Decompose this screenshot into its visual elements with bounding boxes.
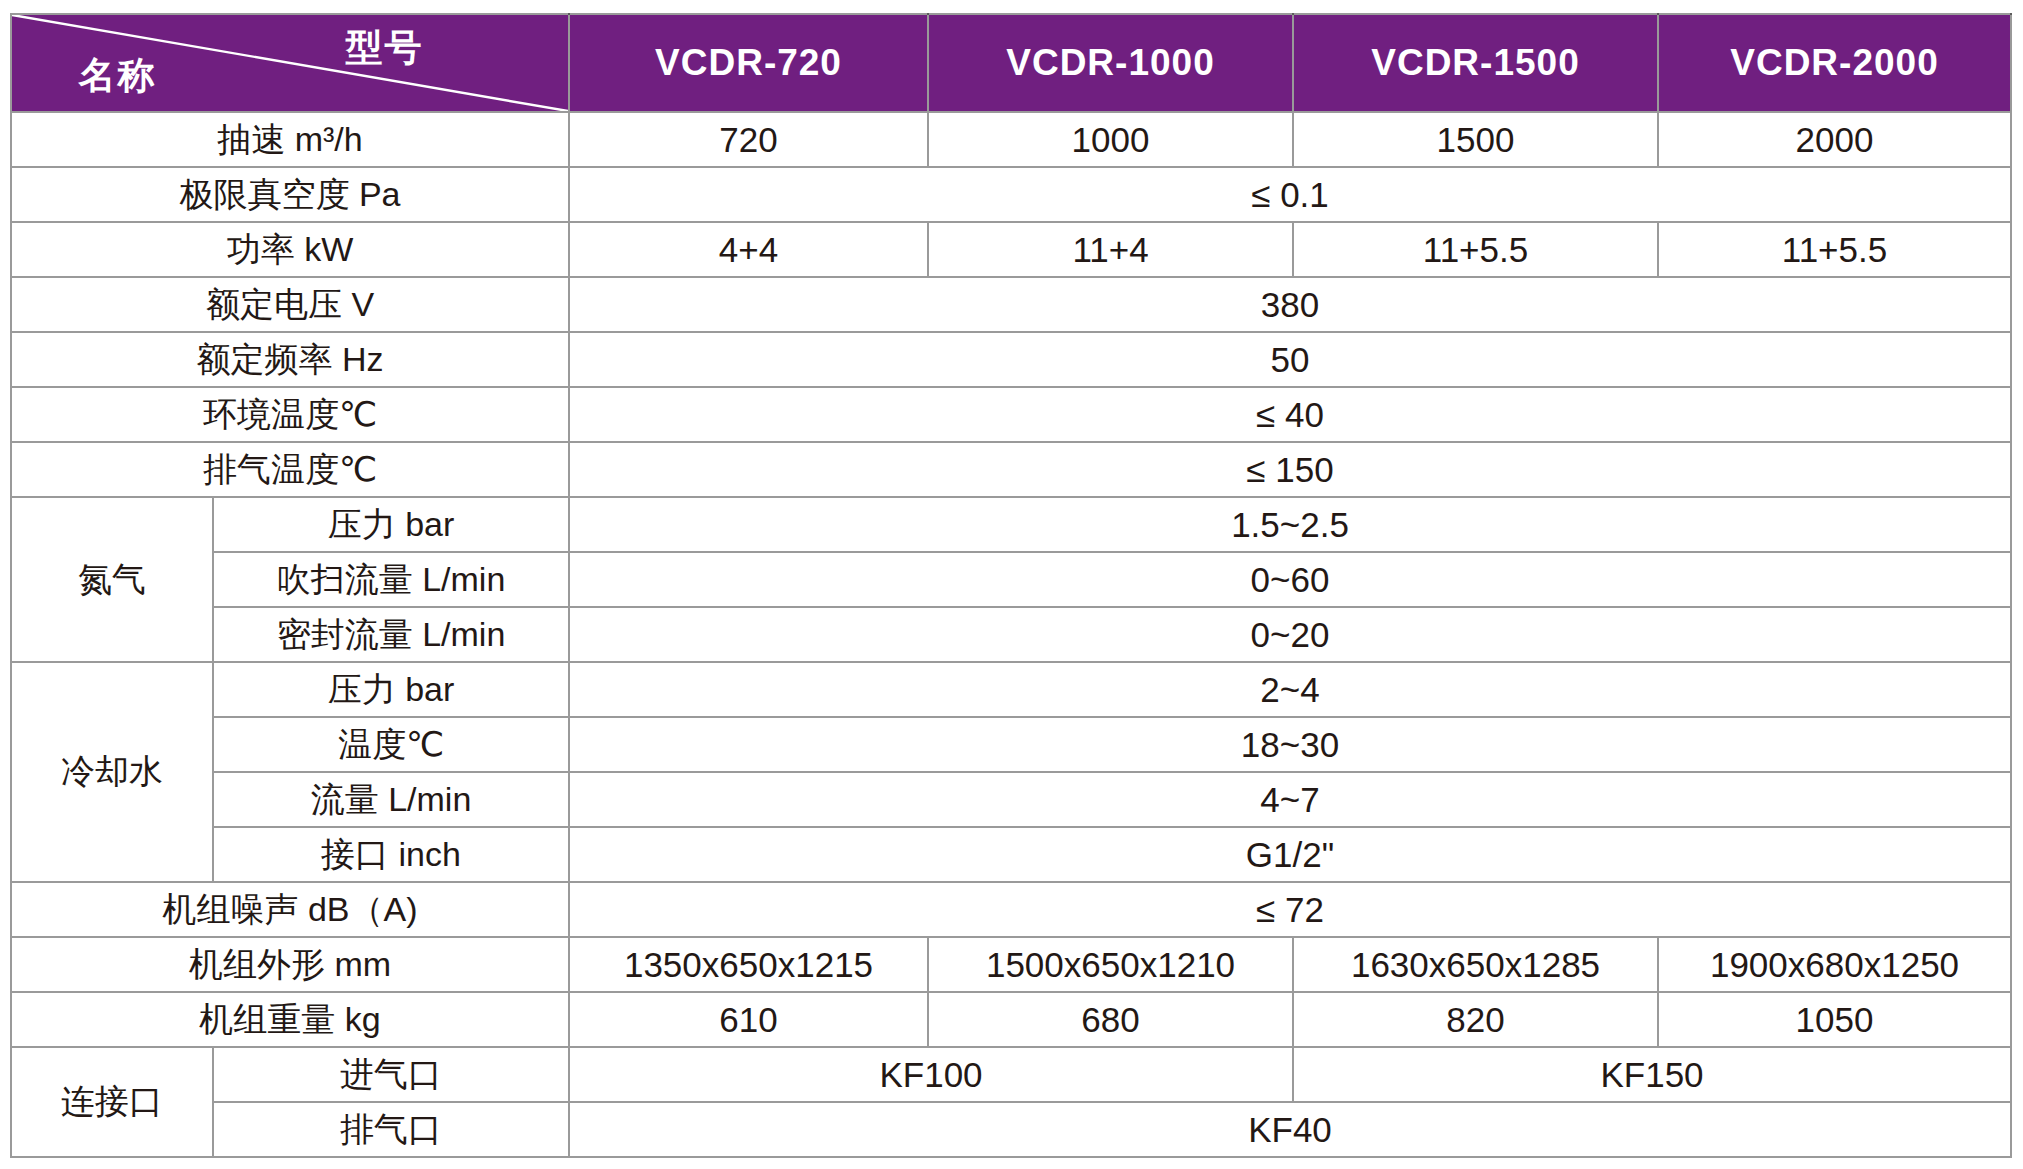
value-cell: 4~7 bbox=[569, 772, 2011, 827]
value-cell: 1000 bbox=[928, 112, 1293, 167]
row-label-cell: 温度℃ bbox=[213, 717, 569, 772]
row-label-cell: 排气口 bbox=[213, 1102, 569, 1157]
table-row: 额定频率 Hz50 bbox=[11, 332, 2011, 387]
group-label-cell: 连接口 bbox=[11, 1047, 213, 1157]
row-label-cell: 吹扫流量 L/min bbox=[213, 552, 569, 607]
column-header-model-2: VCDR-1000 bbox=[928, 14, 1293, 112]
value-cell: 1350x650x1215 bbox=[569, 937, 928, 992]
group-label-cell: 冷却水 bbox=[11, 662, 213, 882]
spec-table-body: 抽速 m³/h720100015002000极限真空度 Pa≤ 0.1功率 kW… bbox=[11, 112, 2011, 1157]
row-label-cell: 压力 bar bbox=[213, 662, 569, 717]
table-row: 冷却水压力 bar2~4 bbox=[11, 662, 2011, 717]
row-label-cell: 接口 inch bbox=[213, 827, 569, 882]
value-cell: 18~30 bbox=[569, 717, 2011, 772]
table-row: 流量 L/min4~7 bbox=[11, 772, 2011, 827]
table-row: 排气口KF40 bbox=[11, 1102, 2011, 1157]
row-label-cell: 流量 L/min bbox=[213, 772, 569, 827]
value-cell: KF40 bbox=[569, 1102, 2011, 1157]
value-cell: 50 bbox=[569, 332, 2011, 387]
table-row: 连接口进气口KF100KF150 bbox=[11, 1047, 2011, 1102]
row-label-cell: 机组外形 mm bbox=[11, 937, 569, 992]
row-label-cell: 额定频率 Hz bbox=[11, 332, 569, 387]
value-cell: 720 bbox=[569, 112, 928, 167]
value-cell: 610 bbox=[569, 992, 928, 1047]
spec-table: 型号 名称 VCDR-720 VCDR-1000 VCDR-1500 VCDR-… bbox=[10, 13, 2012, 1158]
row-label-cell: 机组重量 kg bbox=[11, 992, 569, 1047]
value-cell: 1050 bbox=[1658, 992, 2011, 1047]
column-header-model-1: VCDR-720 bbox=[569, 14, 928, 112]
table-row: 功率 kW4+411+411+5.511+5.5 bbox=[11, 222, 2011, 277]
corner-header-cell: 型号 名称 bbox=[11, 14, 569, 112]
row-label-cell: 环境温度℃ bbox=[11, 387, 569, 442]
value-cell: KF150 bbox=[1293, 1047, 2011, 1102]
row-label-cell: 机组噪声 dB（A) bbox=[11, 882, 569, 937]
value-cell: 1900x680x1250 bbox=[1658, 937, 2011, 992]
row-label-cell: 极限真空度 Pa bbox=[11, 167, 569, 222]
value-cell: 4+4 bbox=[569, 222, 928, 277]
row-label-cell: 功率 kW bbox=[11, 222, 569, 277]
value-cell: ≤ 72 bbox=[569, 882, 2011, 937]
value-cell: 820 bbox=[1293, 992, 1658, 1047]
table-row: 机组重量 kg6106808201050 bbox=[11, 992, 2011, 1047]
row-label-cell: 密封流量 L/min bbox=[213, 607, 569, 662]
value-cell: 11+5.5 bbox=[1658, 222, 2011, 277]
value-cell: G1/2" bbox=[569, 827, 2011, 882]
value-cell: 380 bbox=[569, 277, 2011, 332]
table-row: 环境温度℃≤ 40 bbox=[11, 387, 2011, 442]
value-cell: 11+4 bbox=[928, 222, 1293, 277]
value-cell: 2000 bbox=[1658, 112, 2011, 167]
table-row: 温度℃18~30 bbox=[11, 717, 2011, 772]
row-label-cell: 排气温度℃ bbox=[11, 442, 569, 497]
corner-label-model: 型号 bbox=[346, 23, 424, 73]
corner-label-name: 名称 bbox=[79, 51, 157, 101]
value-cell: 1500x650x1210 bbox=[928, 937, 1293, 992]
row-label-cell: 抽速 m³/h bbox=[11, 112, 569, 167]
table-row: 额定电压 V380 bbox=[11, 277, 2011, 332]
row-label-cell: 额定电压 V bbox=[11, 277, 569, 332]
table-row: 接口 inchG1/2" bbox=[11, 827, 2011, 882]
value-cell: ≤ 40 bbox=[569, 387, 2011, 442]
value-cell: 1630x650x1285 bbox=[1293, 937, 1658, 992]
value-cell: 1.5~2.5 bbox=[569, 497, 2011, 552]
value-cell: 0~20 bbox=[569, 607, 2011, 662]
table-row: 极限真空度 Pa≤ 0.1 bbox=[11, 167, 2011, 222]
table-row: 抽速 m³/h720100015002000 bbox=[11, 112, 2011, 167]
column-header-model-4: VCDR-2000 bbox=[1658, 14, 2011, 112]
table-row: 机组噪声 dB（A)≤ 72 bbox=[11, 882, 2011, 937]
value-cell: 0~60 bbox=[569, 552, 2011, 607]
table-row: 密封流量 L/min0~20 bbox=[11, 607, 2011, 662]
table-row: 机组外形 mm1350x650x12151500x650x12101630x65… bbox=[11, 937, 2011, 992]
table-row: 吹扫流量 L/min0~60 bbox=[11, 552, 2011, 607]
value-cell: 2~4 bbox=[569, 662, 2011, 717]
column-header-model-3: VCDR-1500 bbox=[1293, 14, 1658, 112]
row-label-cell: 压力 bar bbox=[213, 497, 569, 552]
value-cell: ≤ 150 bbox=[569, 442, 2011, 497]
value-cell: KF100 bbox=[569, 1047, 1293, 1102]
value-cell: ≤ 0.1 bbox=[569, 167, 2011, 222]
table-row: 排气温度℃≤ 150 bbox=[11, 442, 2011, 497]
value-cell: 1500 bbox=[1293, 112, 1658, 167]
row-label-cell: 进气口 bbox=[213, 1047, 569, 1102]
value-cell: 11+5.5 bbox=[1293, 222, 1658, 277]
group-label-cell: 氮气 bbox=[11, 497, 213, 662]
header-row: 型号 名称 VCDR-720 VCDR-1000 VCDR-1500 VCDR-… bbox=[11, 14, 2011, 112]
value-cell: 680 bbox=[928, 992, 1293, 1047]
table-row: 氮气压力 bar1.5~2.5 bbox=[11, 497, 2011, 552]
